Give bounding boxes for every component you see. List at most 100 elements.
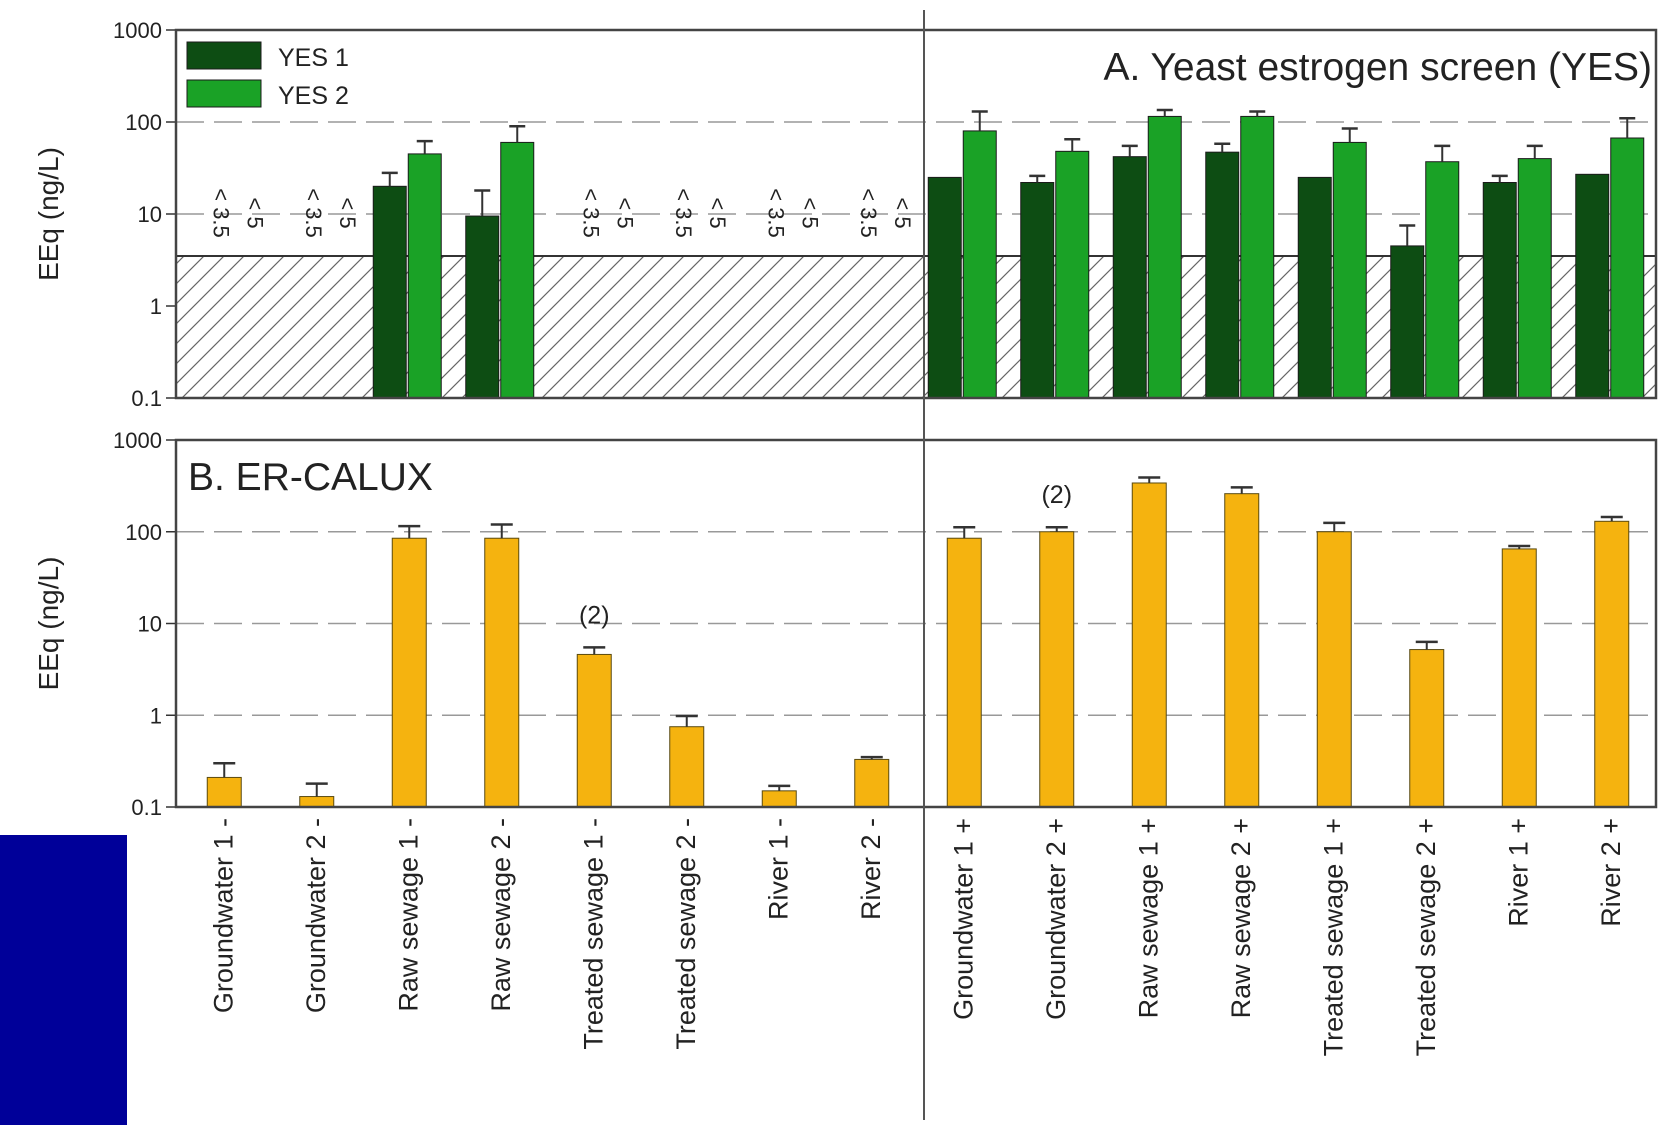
- x-category-label: Treated sewage 2 +: [1411, 818, 1441, 1056]
- panel-a-frame: [174, 28, 1658, 400]
- x-category-label: Raw sewage 2 +: [1226, 818, 1256, 1018]
- panel-b-frame: [174, 438, 1658, 809]
- error-bar: [398, 524, 421, 539]
- y-axis-label: EEq (ng/L): [33, 147, 64, 281]
- error-bar: [860, 755, 883, 760]
- corner-block: [0, 835, 127, 1125]
- annotation-label: (2): [1041, 481, 1072, 509]
- error-bar: [1600, 515, 1623, 522]
- bar-yes1: [1020, 181, 1055, 399]
- x-category-label: River 1 -: [763, 818, 793, 920]
- error-bar: [305, 782, 328, 797]
- y-tick-label: 0.1: [131, 795, 162, 820]
- bar-yes1: [1575, 173, 1610, 399]
- panel-b-er-calux: 0.1 1 10 100 1000 EEq (ng/L) (2) (2) B. ER-CALUX: [33, 428, 1658, 820]
- bar-er-calux: [1409, 649, 1445, 808]
- below-limit-label: < 3.5: [208, 188, 233, 238]
- below-limit-label: < 3.5: [301, 188, 326, 238]
- bar-yes1: [1482, 181, 1517, 399]
- error-bar: [509, 124, 526, 143]
- x-category-label: Groundwater 1 +: [948, 818, 978, 1020]
- bar-er-calux: [761, 790, 797, 808]
- error-bar: [490, 523, 513, 539]
- bar-yes2: [1240, 115, 1275, 399]
- error-bar: [474, 189, 491, 217]
- below-limit-label: < 3.5: [856, 188, 881, 238]
- bar-er-calux: [854, 758, 890, 808]
- bar-yes1: [1205, 151, 1240, 399]
- bar-er-calux: [1224, 493, 1260, 808]
- error-bar: [381, 171, 398, 187]
- x-axis-category-labels: Groundwater 1 - Groundwater 2 - Raw sewage…: [208, 818, 1626, 1056]
- error-bar: [1399, 224, 1416, 246]
- bar-er-calux: [1039, 531, 1075, 808]
- bar-yes1: [1112, 156, 1147, 399]
- legend-swatch-yes2: [186, 79, 262, 108]
- error-bar: [1526, 144, 1543, 159]
- below-limit-label: < 5: [705, 197, 730, 228]
- error-bar: [1029, 174, 1046, 183]
- x-category-label: River 1 +: [1503, 818, 1533, 927]
- error-bar: [1249, 110, 1266, 117]
- error-bar: [971, 110, 988, 131]
- error-bar: [1434, 144, 1451, 162]
- error-bar: [1323, 521, 1346, 532]
- error-bar: [953, 525, 976, 539]
- below-limit-label: < 3.5: [578, 188, 603, 238]
- legend-label-yes1: YES 1: [278, 44, 349, 72]
- x-category-label: Groundwater 1 -: [208, 818, 238, 1013]
- bar-er-calux: [484, 537, 520, 808]
- bar-er-calux: [206, 776, 242, 808]
- bar-er-calux: [669, 726, 705, 808]
- panel-a-title: A. Yeast estrogen screen (YES): [1104, 46, 1652, 89]
- bar-yes2: [1425, 161, 1460, 399]
- error-bar: [1230, 486, 1253, 494]
- panel-a-yes: 0.1 1 10 100 1000 EEq (ng/L) < 3.5 < 5 < 3.5 < 5 <…: [33, 18, 1658, 411]
- bar-er-calux: [1131, 482, 1167, 808]
- y-axis-label: EEq (ng/L): [33, 557, 64, 691]
- y-tick-label: 100: [125, 110, 162, 135]
- error-bar: [1341, 127, 1358, 143]
- below-limit-label: < 5: [335, 197, 360, 228]
- error-bar: [1138, 476, 1161, 483]
- annotation-label: (2): [579, 601, 610, 629]
- below-limit-label: < 5: [797, 197, 822, 228]
- error-bar: [1508, 544, 1531, 549]
- error-bar: [1156, 108, 1173, 117]
- legend-swatch-yes1: [186, 41, 262, 70]
- y-tick-label: 0.1: [131, 386, 162, 411]
- x-category-label: Raw sewage 1 +: [1133, 818, 1163, 1018]
- error-bar: [416, 139, 433, 154]
- error-bar: [1045, 525, 1068, 532]
- bar-er-calux: [299, 796, 335, 808]
- panel-b-title: B. ER-CALUX: [188, 456, 433, 499]
- y-tick-label: 1000: [113, 18, 162, 43]
- bar-yes2: [1147, 115, 1182, 399]
- bar-yes1: [465, 215, 500, 399]
- bar-yes2: [407, 153, 442, 399]
- y-tick-label: 10: [138, 612, 162, 637]
- below-limit-label: < 5: [612, 197, 637, 228]
- bar-er-calux: [1594, 520, 1630, 808]
- bar-yes1: [1297, 176, 1332, 399]
- error-bar: [1121, 144, 1138, 157]
- bar-yes1: [927, 176, 962, 399]
- y-tick-label: 100: [125, 520, 162, 545]
- legend: YES 1 YES 2: [186, 41, 349, 110]
- x-category-label: River 2 -: [856, 818, 886, 920]
- x-category-label: Raw sewage 2 -: [486, 818, 516, 1012]
- error-bar: [1415, 640, 1438, 650]
- error-bar: [1619, 116, 1636, 139]
- error-bar: [1491, 174, 1508, 183]
- bar-yes2: [1332, 141, 1367, 399]
- bar-yes2: [1055, 150, 1090, 399]
- y-tick-label: 10: [138, 202, 162, 227]
- x-category-label: Treated sewage 2 -: [671, 818, 701, 1050]
- error-bar: [1214, 142, 1231, 153]
- x-category-label: Groundwater 2 +: [1041, 818, 1071, 1020]
- bar-yes1: [372, 185, 407, 399]
- bar-er-calux: [391, 537, 427, 808]
- error-bar: [1064, 137, 1081, 152]
- bar-er-calux: [1316, 531, 1352, 808]
